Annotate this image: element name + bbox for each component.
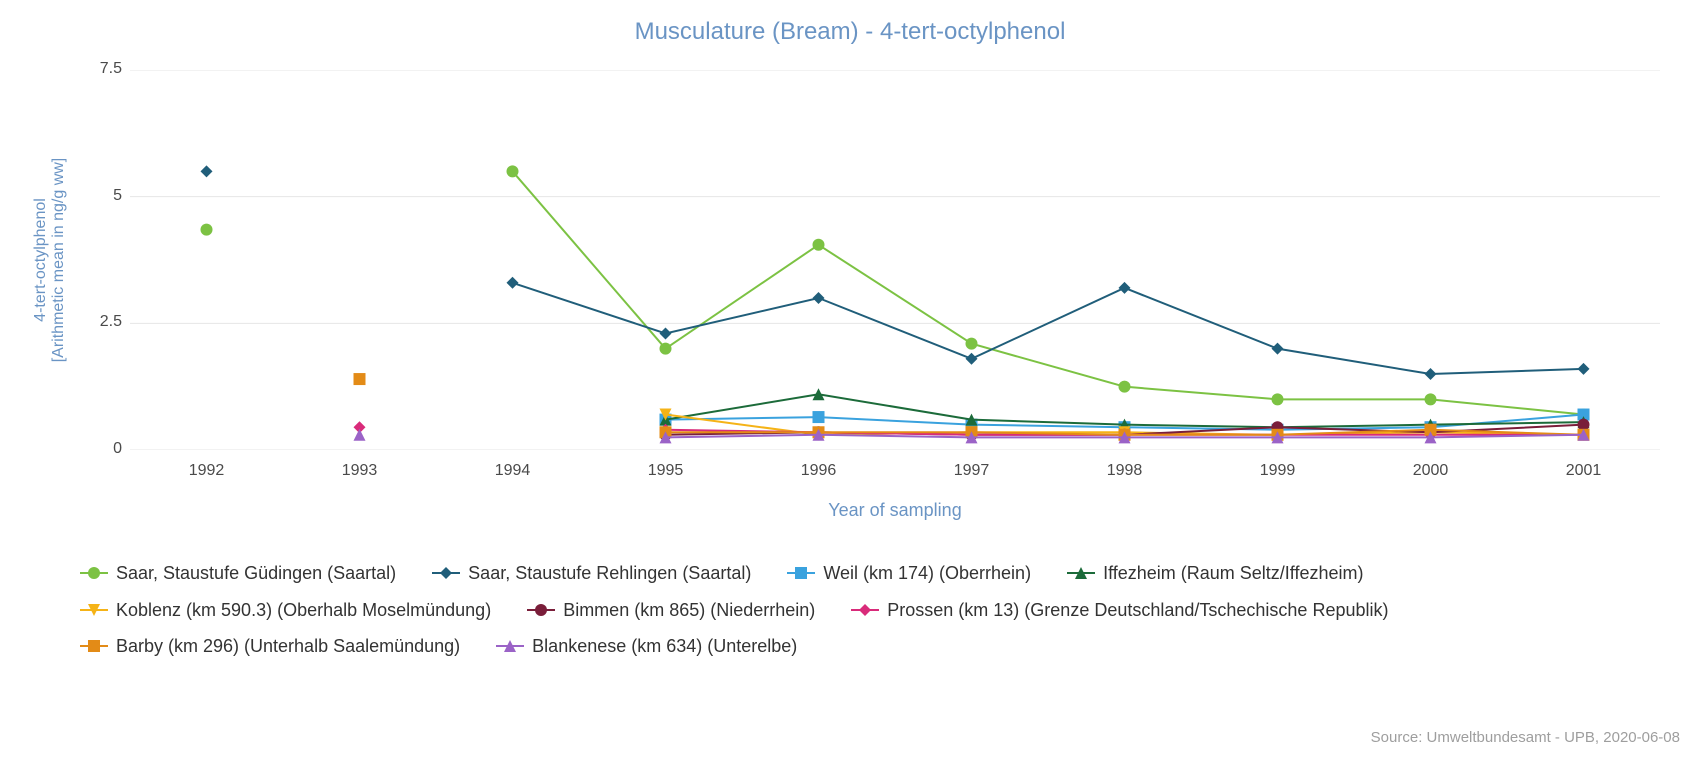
x-tick-label: 1995 — [636, 462, 696, 480]
plot-svg — [130, 70, 1660, 450]
legend-item[interactable]: Blankenese (km 634) (Unterelbe) — [496, 631, 797, 662]
legend-swatch — [80, 639, 108, 653]
legend-swatch — [527, 603, 555, 617]
legend-label: Prossen (km 13) (Grenze Deutschland/Tsch… — [887, 595, 1388, 626]
x-tick-label: 1997 — [942, 462, 1002, 480]
chart-title: Musculature (Bream) - 4-tert-octylphenol — [0, 0, 1700, 46]
legend-swatch — [496, 639, 524, 653]
legend-item[interactable]: Prossen (km 13) (Grenze Deutschland/Tsch… — [851, 595, 1388, 626]
legend-label: Barby (km 296) (Unterhalb Saalemündung) — [116, 631, 460, 662]
legend-label: Bimmen (km 865) (Niederrhein) — [563, 595, 815, 626]
legend-label: Saar, Staustufe Rehlingen (Saartal) — [468, 558, 751, 589]
x-tick-label: 1999 — [1248, 462, 1308, 480]
legend-item[interactable]: Bimmen (km 865) (Niederrhein) — [527, 595, 815, 626]
legend-item[interactable]: Iffezheim (Raum Seltz/Iffezheim) — [1067, 558, 1363, 589]
legend-item[interactable]: Weil (km 174) (Oberrhein) — [787, 558, 1031, 589]
legend-swatch — [432, 566, 460, 580]
legend-label: Blankenese (km 634) (Unterelbe) — [532, 631, 797, 662]
legend-label: Koblenz (km 590.3) (Oberhalb Moselmündun… — [116, 595, 491, 626]
y-tick-label: 5 — [113, 187, 122, 205]
y-tick-label: 7.5 — [100, 60, 122, 78]
legend-label: Saar, Staustufe Güdingen (Saartal) — [116, 558, 396, 589]
x-tick-label: 2000 — [1401, 462, 1461, 480]
x-tick-label: 1996 — [789, 462, 849, 480]
legend-label: Iffezheim (Raum Seltz/Iffezheim) — [1103, 558, 1363, 589]
legend: Saar, Staustufe Güdingen (Saartal) Saar, … — [80, 558, 1640, 662]
source-text: Source: Umweltbundesamt - UPB, 2020-06-0… — [1371, 729, 1680, 746]
legend-label: Weil (km 174) (Oberrhein) — [823, 558, 1031, 589]
x-tick-label: 1998 — [1095, 462, 1155, 480]
legend-swatch — [80, 603, 108, 617]
y-tick-label: 2.5 — [100, 313, 122, 331]
legend-item[interactable]: Koblenz (km 590.3) (Oberhalb Moselmündun… — [80, 595, 491, 626]
series — [201, 165, 1590, 420]
x-tick-label: 1994 — [483, 462, 543, 480]
legend-item[interactable]: Saar, Staustufe Güdingen (Saartal) — [80, 558, 396, 589]
legend-swatch — [80, 566, 108, 580]
y-axis-label-line1: 4-tert-octylphenol — [32, 198, 49, 322]
x-tick-label: 2001 — [1554, 462, 1614, 480]
series — [354, 373, 1590, 441]
legend-swatch — [1067, 566, 1095, 580]
x-tick-label: 1993 — [330, 462, 390, 480]
y-axis-label-line2: [Arithmetic mean in ng/g ww] — [50, 158, 67, 363]
legend-swatch — [851, 603, 879, 617]
legend-item[interactable]: Barby (km 296) (Unterhalb Saalemündung) — [80, 631, 460, 662]
series — [201, 165, 1590, 380]
y-tick-label: 0 — [113, 440, 122, 458]
legend-swatch — [787, 566, 815, 580]
x-tick-label: 1992 — [177, 462, 237, 480]
legend-item[interactable]: Saar, Staustufe Rehlingen (Saartal) — [432, 558, 751, 589]
plot-area — [130, 70, 1660, 450]
x-axis-label: Year of sampling — [130, 500, 1660, 521]
y-axis-label: 4-tert-octylphenol [Arithmetic mean in n… — [32, 70, 68, 450]
